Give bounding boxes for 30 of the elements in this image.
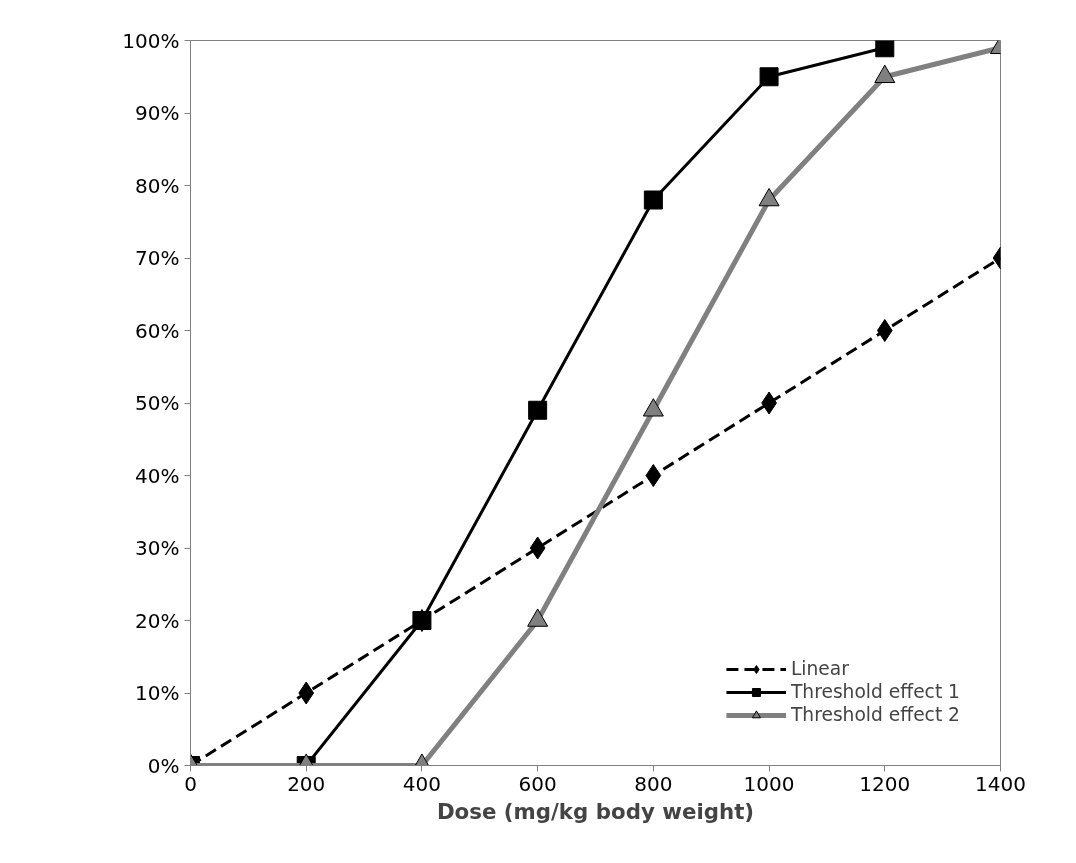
x-tick-label: 1400 <box>975 771 1026 796</box>
y-tick-label: 90% <box>135 101 180 125</box>
y-tick-label: 30% <box>135 536 180 560</box>
y-tick-label: 80% <box>135 173 180 198</box>
point <box>642 398 664 417</box>
x-tick-label: 400 <box>402 771 442 796</box>
y-tick-label: 100% <box>122 28 180 53</box>
x-tick-label: 1200 <box>859 771 911 796</box>
y-tick-label: 20% <box>135 608 180 633</box>
x-axis-title: Dose (mg/kg body weight) <box>436 798 755 824</box>
y-tick-label: 60% <box>135 318 180 343</box>
point <box>527 608 549 627</box>
x-tick-label: 600 <box>518 771 557 796</box>
point <box>528 400 548 420</box>
x-tick-label: 800 <box>634 771 673 796</box>
x-tick-label: 1000 <box>743 771 795 796</box>
x-tick-label: 0 <box>184 771 197 796</box>
y-tick-label: 10% <box>135 681 180 705</box>
y-tick-label: 40% <box>135 463 180 488</box>
y-tick-label: 70% <box>135 246 180 270</box>
y-tick-label: 0% <box>147 753 180 778</box>
point <box>643 190 663 210</box>
point <box>876 319 893 342</box>
legend-label: Linear <box>790 658 849 679</box>
x-tick-label: 200 <box>287 771 326 796</box>
legend-label: Threshold effect 1 <box>790 681 960 702</box>
point <box>759 67 779 87</box>
point <box>875 40 895 58</box>
legend-label: Threshold effect 2 <box>790 704 960 725</box>
y-tick-label: 50% <box>135 391 180 415</box>
